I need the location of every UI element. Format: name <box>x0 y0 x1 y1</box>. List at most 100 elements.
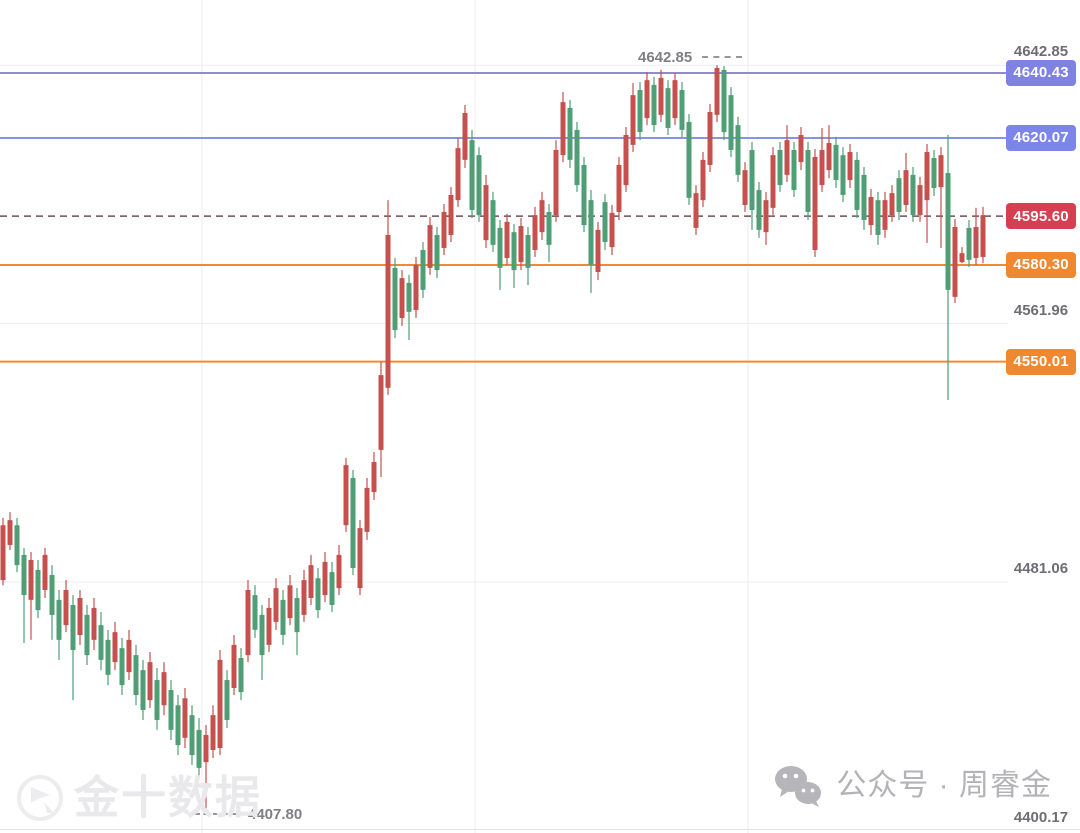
candle <box>63 580 69 633</box>
candle-body <box>63 590 69 626</box>
candle <box>672 73 678 126</box>
candle <box>84 605 90 666</box>
candle <box>329 561 335 613</box>
candle-body <box>182 698 188 738</box>
candle-body <box>980 215 986 257</box>
candle-body <box>434 234 440 271</box>
jin10-watermark-text: 金十数据 <box>74 772 263 823</box>
candle-body <box>945 173 951 290</box>
candle <box>889 185 895 222</box>
candle <box>882 191 888 238</box>
candle <box>105 629 111 686</box>
candle <box>735 116 741 182</box>
candle <box>399 270 405 326</box>
candle <box>847 143 853 189</box>
candle <box>679 82 685 137</box>
candle <box>7 512 13 551</box>
candle-body <box>133 655 139 696</box>
candle-body <box>812 157 818 250</box>
candle <box>658 69 664 122</box>
candle-body <box>903 170 909 205</box>
candle-body <box>84 614 90 656</box>
candle <box>812 149 818 257</box>
candle-body <box>161 672 167 706</box>
candle-body <box>483 185 489 241</box>
candle <box>623 127 629 192</box>
candle <box>490 191 496 252</box>
candle-body <box>476 155 482 216</box>
candle <box>112 621 118 671</box>
candle <box>574 121 580 192</box>
high-price-annotation: 4642.85 <box>638 48 743 66</box>
candle <box>700 151 706 207</box>
candle-body <box>784 140 790 175</box>
candle <box>609 204 615 256</box>
candle-body <box>707 112 713 166</box>
candle <box>406 274 412 341</box>
candle-body <box>840 155 846 196</box>
candle-body <box>630 95 636 145</box>
candle <box>364 477 370 540</box>
candle-body <box>546 211 552 245</box>
candle <box>686 113 692 205</box>
candle-body <box>728 95 734 151</box>
candle-body <box>301 580 307 615</box>
candle-body <box>700 159 706 201</box>
candle-body <box>147 662 153 701</box>
candle <box>784 125 790 182</box>
candle-body <box>441 211 447 249</box>
candle <box>224 670 230 728</box>
candle <box>217 650 223 756</box>
candle <box>161 662 167 716</box>
candle <box>630 82 636 152</box>
wechat-watermark-text: 公众号 · 周睿金 <box>836 769 1052 802</box>
candle-body <box>245 590 251 656</box>
candle <box>539 191 545 241</box>
low-annotation-dashes <box>194 813 238 815</box>
candle <box>805 142 811 220</box>
candle-body <box>819 150 825 186</box>
candle <box>616 157 622 220</box>
candle <box>483 174 489 249</box>
candle <box>315 567 321 619</box>
candle-body <box>105 639 111 675</box>
candle-body <box>651 84 657 126</box>
low-price-annotation: 4407.80 <box>194 805 302 823</box>
candle-body <box>154 680 160 720</box>
candle <box>910 166 916 222</box>
candle-body <box>427 225 433 268</box>
candle <box>182 688 188 749</box>
candle-body <box>196 729 202 768</box>
candle-body <box>539 200 545 233</box>
candle <box>728 87 734 158</box>
candle <box>924 143 930 243</box>
candlestick-series <box>0 65 986 816</box>
candle <box>245 580 251 663</box>
candle-body <box>805 150 811 212</box>
candle <box>322 552 328 603</box>
candle <box>238 648 244 701</box>
candle-body <box>329 572 335 606</box>
candle-body <box>910 174 916 216</box>
candle-body <box>175 705 181 746</box>
candle-body <box>672 80 678 119</box>
candle-body <box>217 659 223 749</box>
candle <box>357 520 363 596</box>
candle-body <box>7 520 13 545</box>
candle <box>721 66 727 141</box>
candle-body <box>742 170 748 205</box>
candle-body <box>525 234 531 268</box>
candle-body <box>938 155 944 188</box>
candle <box>973 207 979 265</box>
candle-body <box>266 607 272 645</box>
candle-body <box>35 569 41 611</box>
candle <box>938 147 944 249</box>
candle <box>455 137 461 207</box>
candle <box>518 218 524 271</box>
candle-body <box>749 150 755 211</box>
candle-body <box>518 226 524 263</box>
candle <box>287 575 293 626</box>
candle-body <box>581 165 587 226</box>
